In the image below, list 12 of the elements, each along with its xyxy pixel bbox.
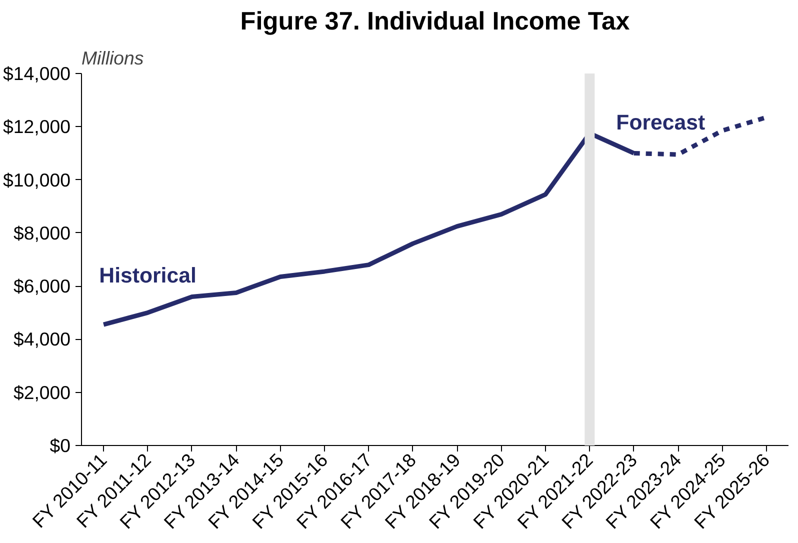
y-tick-label: $14,000 (3, 63, 71, 84)
y-tick-label: $6,000 (13, 276, 70, 297)
series-label: Forecast (616, 110, 706, 135)
series-label: Historical (99, 263, 196, 288)
y-tick-label: $8,000 (13, 222, 70, 244)
y-tick-label: $4,000 (13, 328, 70, 350)
y-tick-label: $10,000 (3, 169, 71, 190)
y-tick-label: $0 (50, 435, 71, 456)
y-tick-label: $2,000 (13, 382, 70, 403)
chart-title: Figure 37. Individual Income Tax (240, 8, 630, 36)
y-axis-title: Millions (82, 48, 144, 68)
y-tick-label: $12,000 (3, 116, 71, 138)
